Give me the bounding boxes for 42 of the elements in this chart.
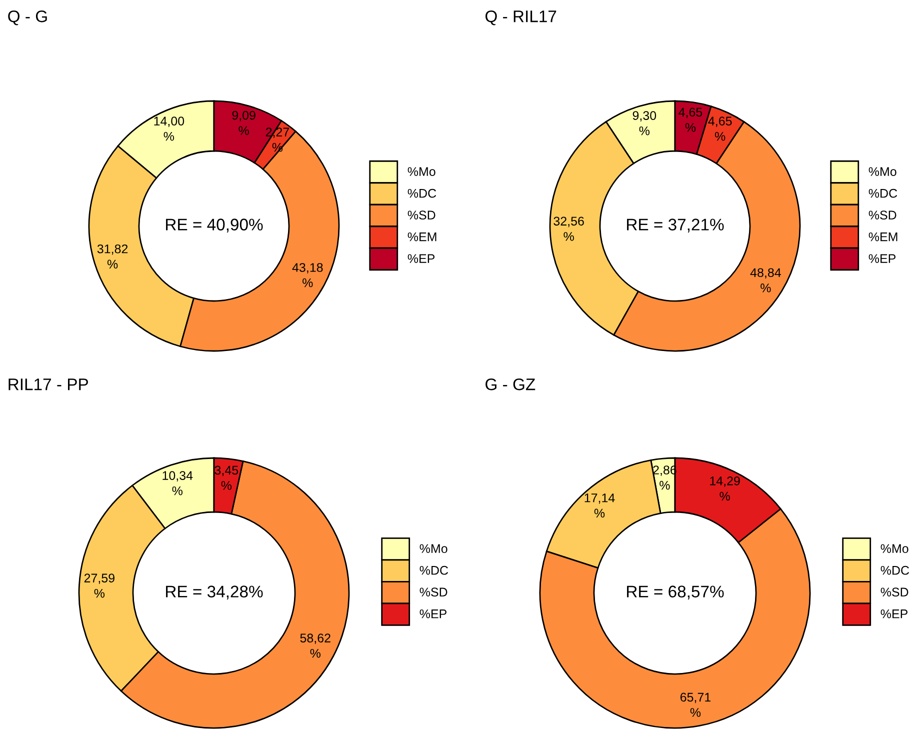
chart-title: Q - G	[8, 10, 47, 26]
data-label: 14,29 %	[710, 476, 740, 501]
chart-title: RIL17 - PP	[8, 378, 88, 390]
legend-label: %Mo	[880, 544, 908, 554]
legend-label: %Mo	[408, 167, 436, 176]
data-label: 9,30 %	[632, 111, 656, 136]
data-label: 58,62 %	[300, 634, 330, 658]
text: RE = 40,90%	[166, 218, 263, 232]
data-label: 4,65 %	[678, 108, 702, 132]
legend-label: %DC	[408, 188, 436, 198]
legend-label: %SD	[408, 210, 436, 220]
text: RE = 37,21%	[627, 218, 724, 232]
data-label: 27,59 %	[84, 574, 114, 598]
data-label: 4,65 %	[708, 116, 732, 141]
legend-label: %EP	[880, 609, 908, 618]
legend-label: %EM	[868, 232, 898, 242]
data-label: 32,56 %	[554, 216, 584, 241]
legend-label: %EM	[408, 232, 436, 242]
data-label: 17,14 %	[584, 494, 615, 518]
legend-label: %DC	[880, 566, 910, 575]
data-label: 43,18 %	[292, 263, 323, 288]
legend-label: %DC	[420, 566, 448, 575]
legend-label: %SD	[420, 588, 448, 597]
data-label: 31,82 %	[97, 244, 128, 269]
data-label: 9,09 %	[232, 110, 256, 135]
data-label: 10,34 %	[162, 471, 193, 496]
legend-label: %EP	[868, 254, 896, 263]
data-label: 3,45 %	[214, 466, 238, 490]
legend-label: %EP	[420, 609, 446, 618]
legend-label: %EP	[408, 254, 435, 263]
legend-label: %SD	[868, 210, 896, 220]
chart-title: Q - RIL17	[485, 10, 556, 26]
legend-label: %Mo	[420, 544, 448, 554]
data-label: 65,71 %	[680, 692, 711, 717]
legend-label: %Mo	[868, 167, 896, 176]
text: RE = 34,28%	[166, 586, 263, 600]
legend-label: %DC	[868, 188, 898, 198]
legend-label: %SD	[880, 588, 908, 597]
chart-title: G - GZ	[486, 378, 536, 390]
text: RE = 68,57%	[627, 586, 724, 600]
data-label: 14,00 %	[154, 116, 184, 141]
data-label: 48,84 %	[750, 268, 781, 292]
